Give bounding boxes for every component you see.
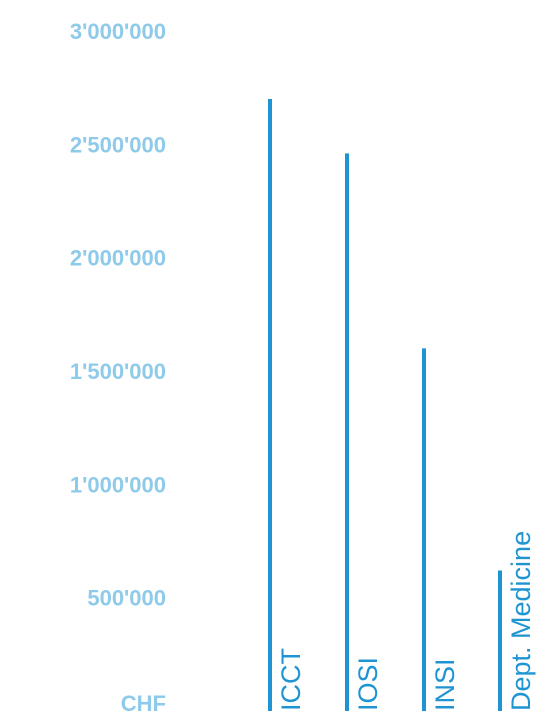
category-label: IOSI [353, 657, 383, 711]
category-labels: ICCT IOSI INSI Dept. Medicine [276, 531, 536, 711]
bars [268, 99, 502, 711]
y-tick-label: 500'000 [87, 586, 166, 611]
category-label: ICCT [276, 648, 306, 711]
bar-iosi [345, 153, 349, 711]
y-tick-label: 1'000'000 [70, 472, 166, 497]
category-label: Dept. Medicine [506, 531, 536, 711]
y-tick-label: 2'000'000 [70, 246, 166, 271]
y-axis-tick-labels: 500'000 1'000'000 1'500'000 2'000'000 2'500'… [70, 19, 166, 611]
y-tick-label: 1'500'000 [70, 359, 166, 384]
y-axis-unit-label: CHF [121, 691, 166, 716]
bar-dept-medicine [498, 570, 502, 711]
bar-insi [422, 348, 426, 711]
category-label: INSI [430, 658, 460, 711]
y-tick-label: 2'500'000 [70, 132, 166, 157]
bar-icct [268, 99, 272, 711]
y-tick-label: 3'000'000 [70, 19, 166, 44]
